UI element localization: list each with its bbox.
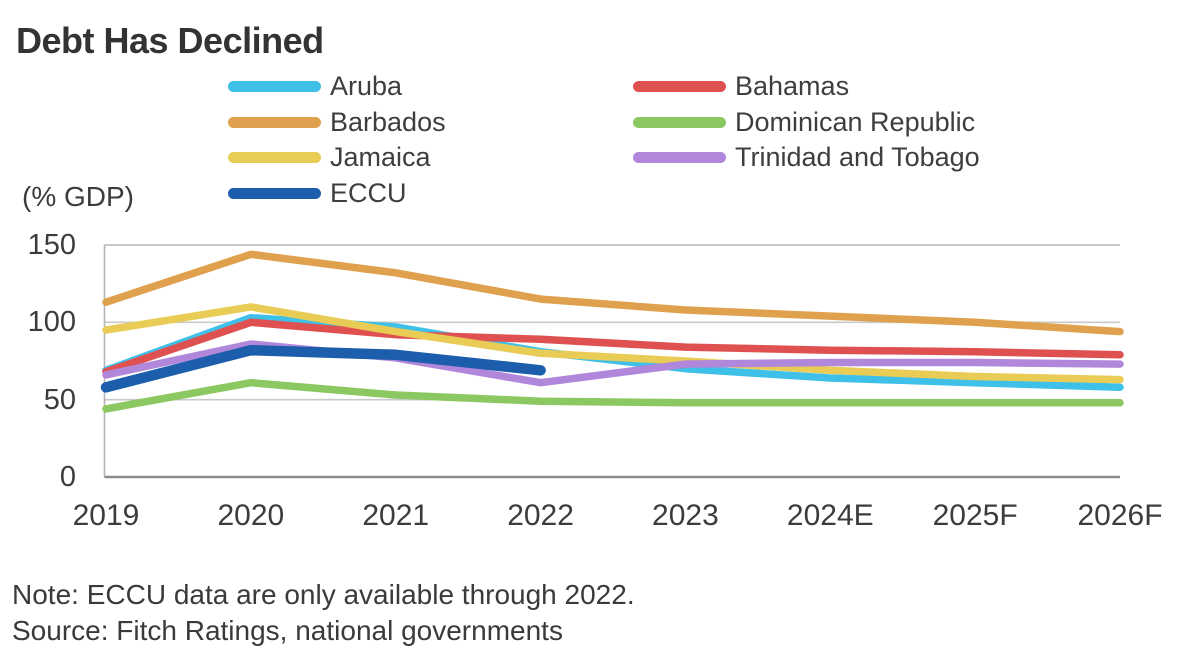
legend-item-barbados: Barbados: [228, 107, 633, 138]
legend-swatch-aruba: [228, 81, 321, 93]
legend-item-dominican-republic: Dominican Republic: [633, 107, 980, 138]
legend-swatch-dominican-republic: [633, 116, 726, 128]
x-label-2022: 2022: [507, 499, 574, 532]
series-line-jamaica: [102, 303, 1124, 384]
y-tick-50: 50: [43, 383, 76, 416]
legend-swatch-jamaica: [228, 152, 321, 164]
y-tick-0: 0: [59, 461, 76, 493]
series-line-dominican-republic: [102, 378, 1124, 413]
y-tick-150: 150: [27, 229, 76, 261]
legend-item-aruba: Aruba: [228, 71, 633, 102]
x-label-2024e: 2024E: [786, 499, 874, 532]
legend-label-jamaica: Jamaica: [330, 142, 431, 173]
legend-item-eccu: ECCU: [228, 178, 633, 209]
chart-source: Source: Fitch Ratings, national governme…: [12, 615, 563, 646]
series-line-eccu: [100, 344, 546, 393]
legend-item-bahamas: Bahamas: [633, 71, 980, 102]
series-line-bahamas: [102, 318, 1124, 376]
legend-label-dominican-republic: Dominican Republic: [735, 106, 976, 137]
y-axis-unit-label: (% GDP): [22, 181, 134, 212]
x-label-2020: 2020: [217, 499, 285, 532]
x-label-2019: 2019: [72, 499, 140, 532]
chart-note: Note: ECCU data are only available throu…: [12, 579, 635, 610]
legend-label-bahamas: Bahamas: [735, 71, 850, 102]
legend-swatch-eccu: [228, 187, 321, 199]
legend-label-eccu: ECCU: [330, 177, 407, 208]
x-label-2021: 2021: [362, 499, 430, 532]
y-tick-100: 100: [27, 306, 76, 339]
legend-label-barbados: Barbados: [330, 106, 446, 137]
legend-label-trinidad-and-tobago: Trinidad and Tobago: [735, 142, 980, 173]
line-chart: [100, 244, 1124, 479]
x-label-2023: 2023: [652, 499, 719, 532]
legend-swatch-bahamas: [633, 81, 726, 93]
legend-label-aruba: Aruba: [330, 71, 403, 102]
legend-swatch-barbados: [228, 116, 321, 128]
x-label-2026f: 2026F: [1077, 499, 1163, 532]
x-label-2025f: 2025F: [932, 499, 1018, 532]
chart-title: Debt Has Declined: [16, 20, 324, 62]
legend-swatch-trinidad-and-tobago: [633, 152, 726, 164]
series-line-barbados: [102, 250, 1124, 336]
legend: Aruba Bahamas Barbados Dominican Republic Ja…: [228, 69, 980, 211]
legend-item-jamaica: Jamaica: [228, 142, 633, 173]
legend-item-trinidad-and-tobago: Trinidad and Tobago: [633, 142, 980, 173]
